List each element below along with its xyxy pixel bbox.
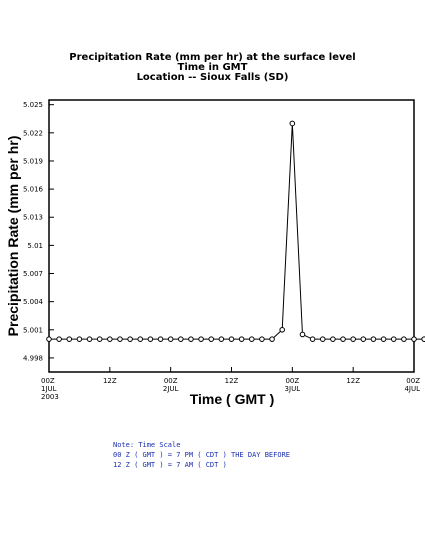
data-point	[330, 336, 336, 342]
x-tick-label: 12Z	[225, 377, 239, 385]
y-tick-label: 5.016	[23, 186, 44, 194]
data-point	[178, 336, 184, 342]
data-point	[76, 336, 83, 342]
y-axis-label: Precipitation Rate (mm per hr)	[5, 136, 21, 337]
x-tick-label: 00Z	[41, 377, 55, 385]
y-tick-label: 5.019	[23, 157, 43, 165]
data-point	[198, 336, 204, 342]
x-tick-label: 3JUL	[285, 385, 301, 393]
data-point	[46, 336, 52, 342]
plot-frame	[48, 99, 415, 373]
note-12z: 12 Z ( GMT ) = 7 AM ( CDT )	[113, 461, 227, 469]
data-point	[86, 336, 93, 342]
data-point	[269, 336, 275, 342]
y-tick-label: 5.004	[23, 298, 44, 306]
x-tick-label: 00Z	[406, 377, 420, 385]
y-tick-label: 5.022	[23, 129, 43, 137]
data-point	[248, 336, 255, 342]
data-point	[350, 336, 356, 342]
data-point	[188, 336, 194, 342]
x-tick-label: 12Z	[346, 377, 360, 385]
data-point	[127, 336, 133, 342]
data-point	[299, 331, 306, 338]
y-tick-label: 5.01	[27, 242, 43, 250]
x-tick-label: 12Z	[103, 377, 117, 385]
chart-subtitle-location: Location -- Sioux Falls (SD)	[136, 72, 289, 83]
data-point	[421, 336, 425, 342]
note-title: Note: Time Scale	[113, 441, 181, 449]
note-00z: 00 Z ( GMT ) = 7 PM ( CDT ) THE DAY BEFO…	[113, 451, 291, 459]
x-tick-label: 1JUL	[41, 385, 57, 393]
x-tick-label: 2JUL	[163, 385, 179, 393]
y-tick-label: 5.013	[23, 214, 43, 222]
data-point	[56, 336, 62, 342]
data-point	[107, 336, 113, 342]
x-tick-label: 4JUL	[404, 385, 420, 393]
data-point	[218, 336, 225, 342]
x-axis-label: Time ( GMT )	[190, 391, 275, 407]
data-point	[208, 336, 215, 342]
x-tick-label: 00Z	[164, 377, 178, 385]
series-line	[49, 123, 425, 340]
data-point	[289, 120, 296, 127]
data-point	[96, 336, 103, 342]
y-tick-label: 5.001	[23, 326, 43, 334]
data-point	[401, 336, 407, 342]
data-point	[147, 336, 154, 342]
y-tick-label: 5.025	[23, 101, 43, 109]
data-point	[279, 326, 285, 333]
data-point	[117, 336, 123, 342]
data-point	[137, 336, 144, 342]
data-point	[380, 336, 387, 342]
data-point	[370, 336, 377, 342]
data-point	[360, 336, 367, 342]
data-points	[46, 120, 425, 342]
data-point	[340, 336, 346, 342]
y-tick-label: 4.998	[23, 354, 43, 362]
data-point	[259, 336, 265, 342]
data-point	[319, 336, 326, 342]
data-point	[411, 336, 417, 342]
data-point	[238, 336, 245, 342]
x-tick-label: 2003	[41, 393, 59, 401]
y-axis-ticks: 5.025 5.022 5.019 5.016 5.013 5.01 5.007 5.004 5…	[23, 101, 54, 362]
chart-title: Precipitation Rate (mm per hr) at the su…	[69, 52, 356, 63]
data-point	[390, 336, 397, 342]
data-point	[228, 336, 235, 342]
y-tick-label: 5.007	[23, 270, 43, 278]
data-point	[167, 336, 174, 342]
x-tick-label: 00Z	[285, 377, 299, 385]
chart-subtitle-time: Time in GMT	[177, 62, 248, 73]
data-point	[157, 336, 164, 342]
data-point	[309, 336, 316, 342]
data-point	[66, 336, 73, 342]
